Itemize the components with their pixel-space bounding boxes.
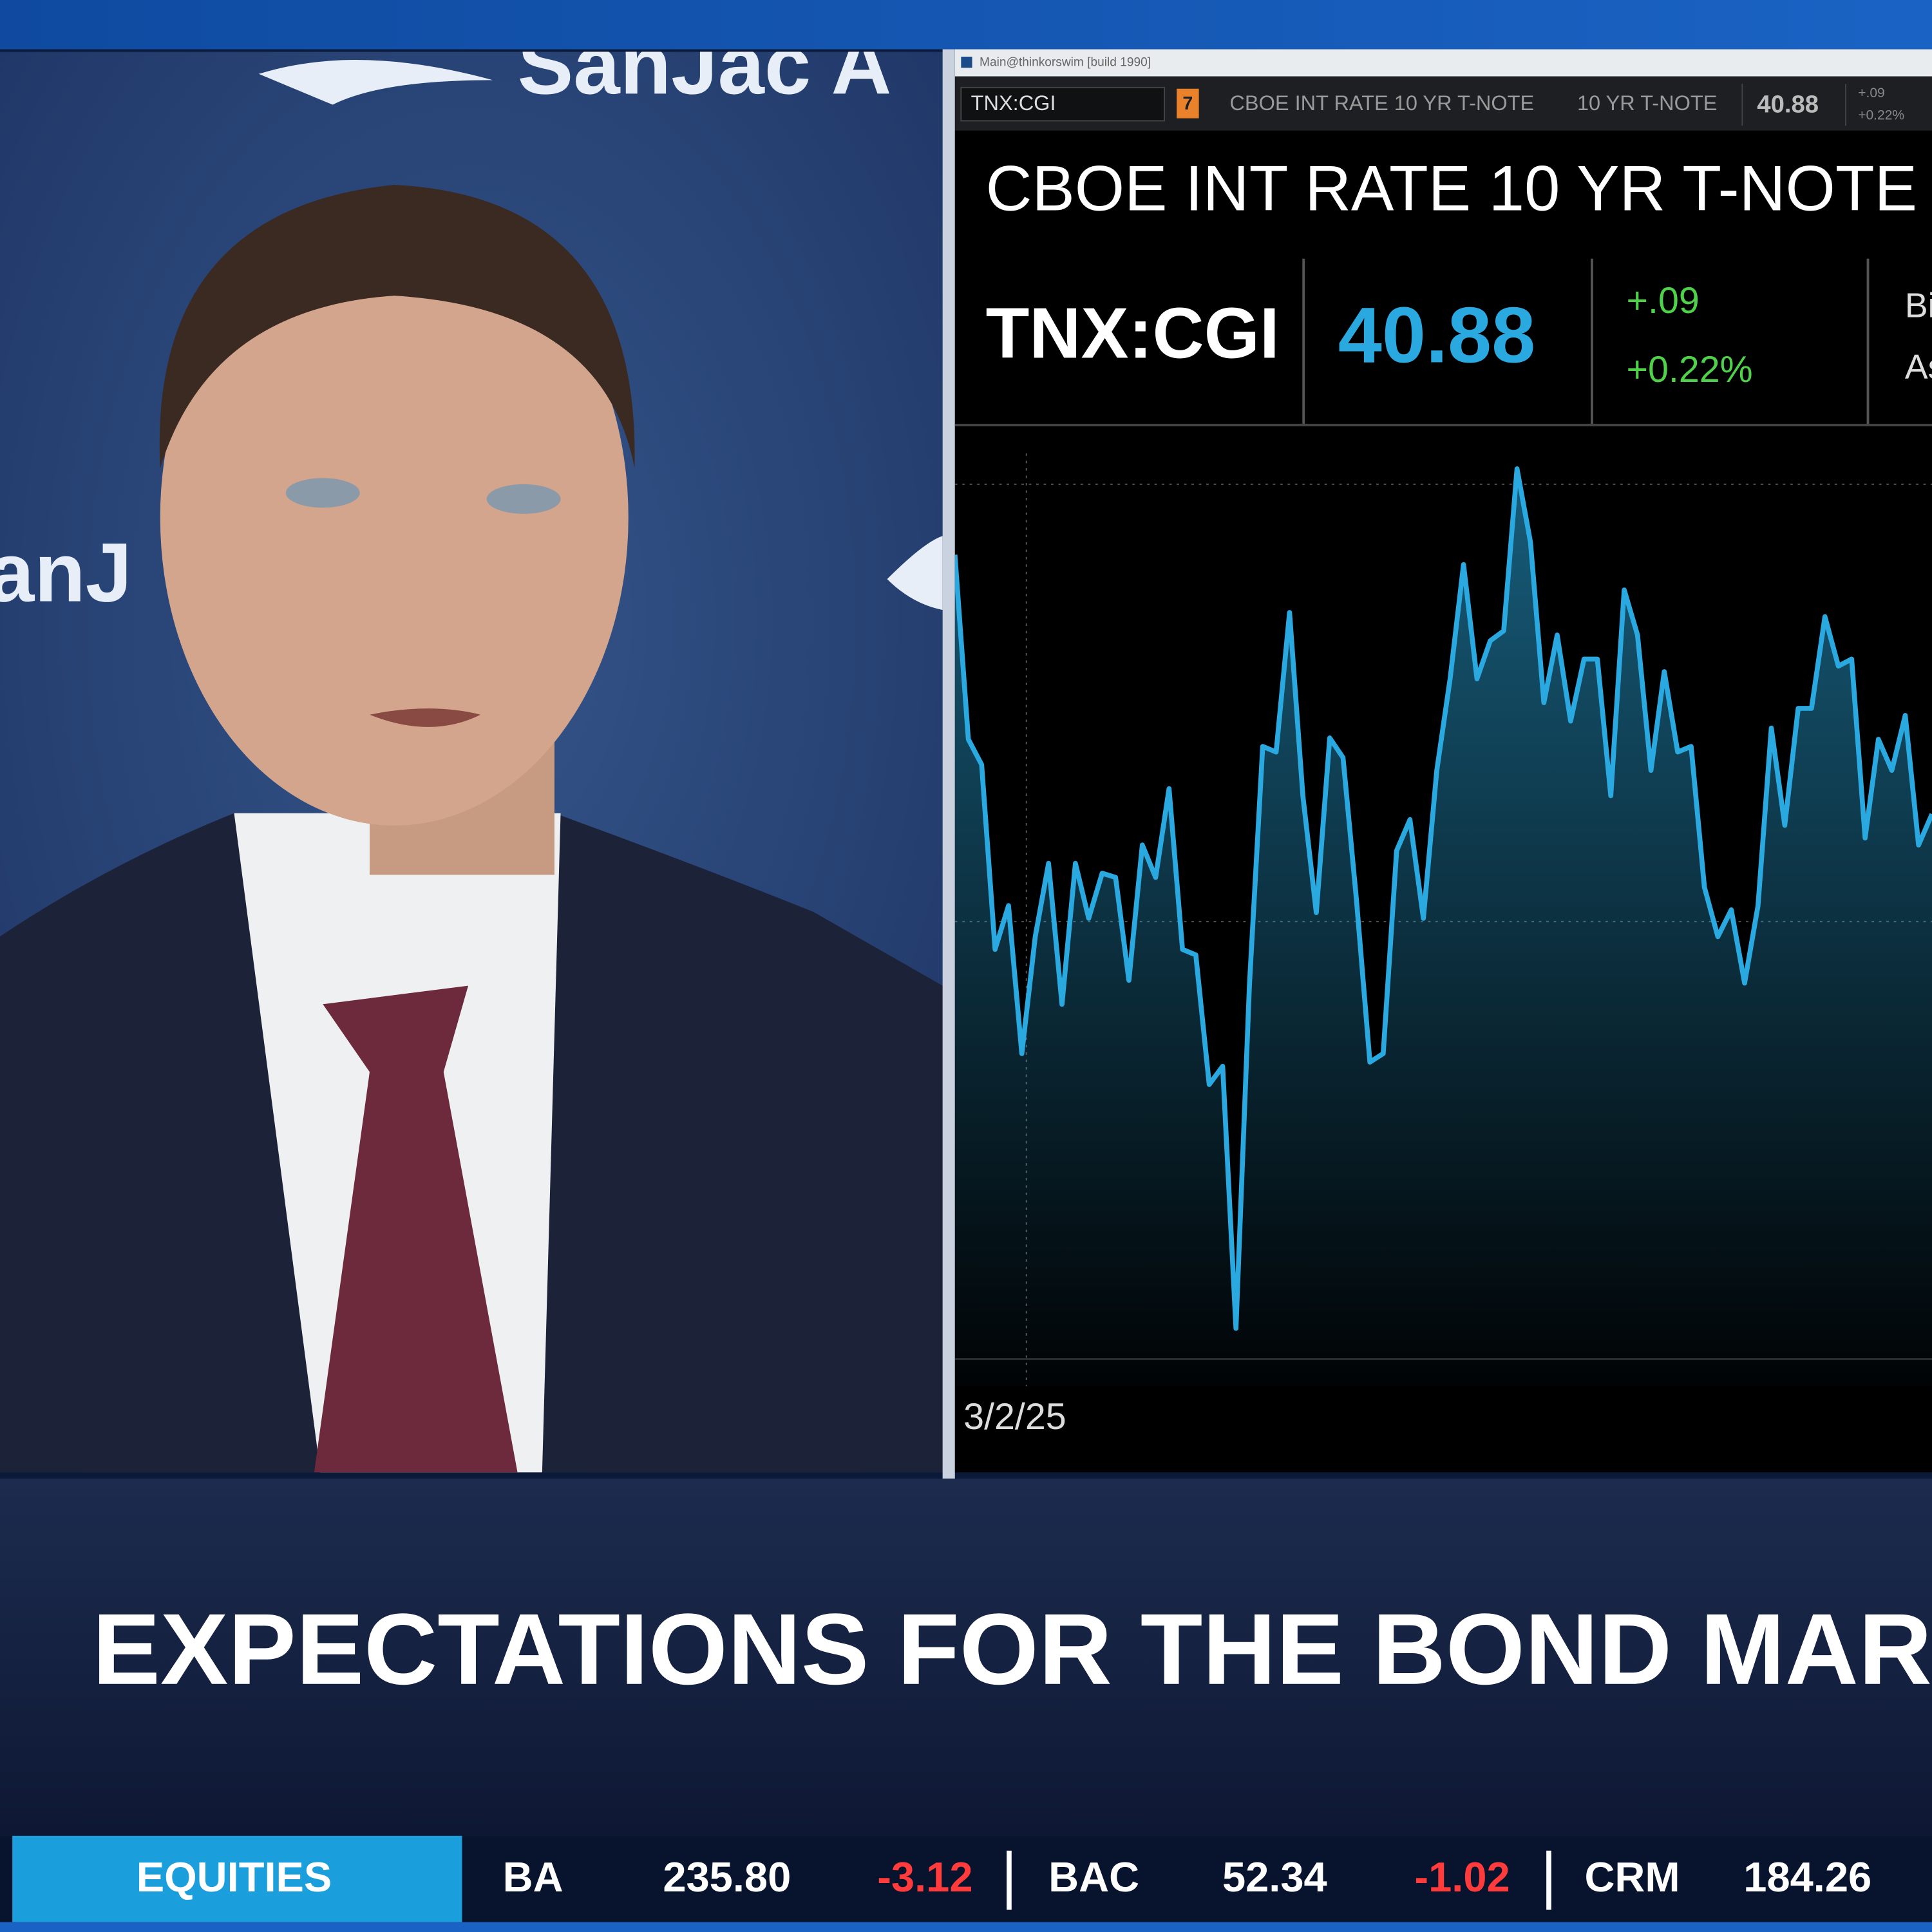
ticker-change: -1.02: [1414, 1853, 1510, 1900]
ticker-separator: [1546, 1850, 1551, 1910]
link-number[interactable]: 7: [1182, 93, 1193, 114]
ticker-label-box: [12, 1835, 462, 1922]
logo-side-wing: [887, 536, 943, 611]
toolbar-change-pct: +0.22%: [1858, 108, 1904, 122]
line-area: [954, 468, 1932, 1387]
eye: [285, 478, 360, 508]
ticker-price: 235.80: [663, 1853, 791, 1900]
ticker-price: 184.26: [1743, 1853, 1871, 1900]
divider: [942, 49, 955, 1479]
x-tick-label: 3/2/25: [963, 1396, 1066, 1437]
ticker-symbol: BAC: [1048, 1853, 1139, 1900]
ticker-label: EQUITIES: [137, 1853, 332, 1900]
headline: EXPECTATIONS FOR THE BOND MAR: [92, 1593, 1932, 1706]
toolbar-description: CBOE INT RATE 10 YR T-NOTE: [1229, 91, 1534, 115]
eye: [486, 484, 561, 514]
toolbar-last: 40.88: [1757, 91, 1819, 118]
hair: [159, 184, 635, 469]
logo-wing: [258, 60, 493, 105]
link-badge[interactable]: [1177, 88, 1199, 118]
quote-symbol: TNX:CGI: [986, 293, 1280, 373]
bottom-strip: [0, 1922, 1932, 1932]
mouth: [369, 708, 481, 727]
logo-text: SanJac A: [518, 17, 892, 111]
top-bar: [0, 0, 1932, 50]
toolbar-change: +.09: [1858, 86, 1885, 100]
quote-change: +.09: [1627, 280, 1700, 321]
ticker-symbol: BA: [503, 1853, 564, 1900]
ticker-price: 52.34: [1222, 1853, 1327, 1900]
window-icon: [961, 57, 972, 68]
window-titlebar: [954, 49, 1932, 77]
price-line: [954, 466, 1932, 1331]
quote-last: 40.88: [1338, 290, 1535, 379]
face: [160, 209, 629, 826]
ticker-items: BA 235.80 -3.12 BAC 52.34 -1.02 CRM 184.26: [503, 1850, 1871, 1910]
quote-title: CBOE INT RATE 10 YR T-NOTE: [986, 153, 1917, 225]
toolbar-symbol[interactable]: TNX:CGI: [971, 91, 1056, 115]
quote-change-pct: +0.22%: [1627, 349, 1753, 390]
toolbar-short-name: 10 YR T-NOTE: [1577, 91, 1717, 115]
symbol-box[interactable]: [960, 86, 1165, 122]
logo-side-text: anJ: [0, 526, 132, 620]
ticker-symbol: CRM: [1584, 1853, 1680, 1900]
ticker-separator: [1007, 1850, 1012, 1910]
video-panel: SanJac A anJ: [0, 17, 943, 1473]
chart: 3/2/25: [954, 453, 1932, 1437]
quote-ask-label: As: [1905, 348, 1932, 386]
lower-third: [0, 1478, 1932, 1836]
ticker-change: -3.12: [877, 1853, 972, 1900]
platform-panel: Main@thinkorswim [build 1990] TNX:CGI 7 …: [954, 49, 1932, 1473]
quote-bid-label: Bi: [1905, 287, 1932, 325]
tie: [314, 985, 518, 1473]
window-title: Main@thinkorswim [build 1990]: [980, 56, 1151, 70]
